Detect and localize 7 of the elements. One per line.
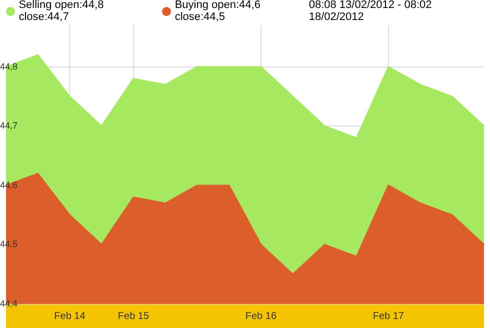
x-tick-label: Feb 16 (245, 310, 277, 322)
legend-label: Buying open:44,6 close:44,5 (174, 0, 262, 23)
x-tick-label: Feb 15 (118, 310, 150, 322)
x-tick-label: Feb 14 (54, 310, 86, 322)
x-tick-label: Feb 17 (372, 310, 404, 322)
chart-subtitle: 08:08 13/02/2012 - 08:02 18/02/2012 (308, 0, 433, 23)
legend-label: Selling open:44,8 close:44,7 (18, 0, 105, 23)
